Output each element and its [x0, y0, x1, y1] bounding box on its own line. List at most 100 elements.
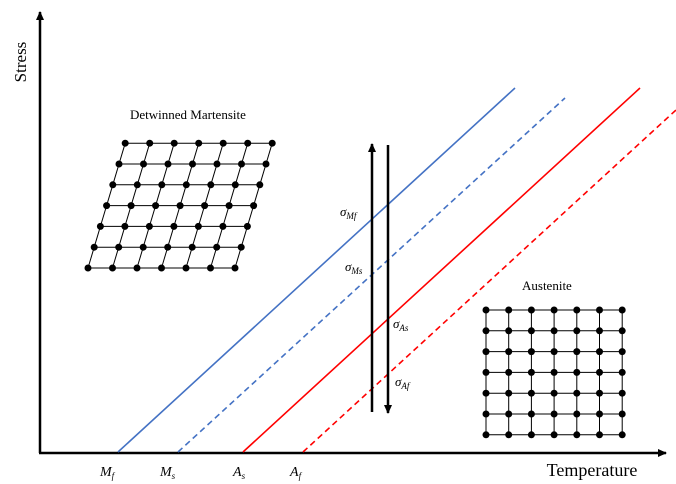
bond [136, 163, 144, 185]
atom [505, 389, 513, 397]
atom [158, 181, 166, 189]
symbol-label: σMf [340, 204, 358, 221]
atom [207, 181, 215, 189]
bond [241, 143, 249, 165]
atom [90, 243, 98, 251]
symbol-label: σAs [393, 316, 409, 333]
mf-line [117, 87, 516, 453]
atom [133, 264, 141, 272]
atom [195, 139, 203, 147]
atom [139, 243, 147, 251]
atom [170, 222, 178, 230]
symbol-label: Af [289, 465, 303, 481]
bond [228, 184, 236, 206]
bond [204, 184, 212, 206]
atom [573, 327, 581, 335]
atom [596, 368, 603, 376]
bond [265, 143, 273, 165]
subscript: s [242, 471, 246, 481]
atom [121, 139, 129, 147]
atom [262, 160, 270, 168]
atom [115, 160, 123, 168]
atom [618, 410, 626, 418]
bond [222, 205, 230, 227]
atom [250, 202, 258, 210]
atom [170, 139, 178, 147]
bond [191, 226, 199, 248]
atom [182, 264, 190, 272]
bond [155, 184, 163, 206]
symbol: M [99, 465, 113, 480]
atom [109, 264, 116, 272]
atom [527, 348, 535, 356]
atom [194, 222, 202, 230]
bond [118, 226, 126, 248]
atom [225, 202, 233, 210]
atom [201, 202, 209, 210]
atom [573, 410, 581, 418]
bond [240, 226, 248, 248]
atom [527, 306, 535, 314]
martensite-lattice [84, 139, 276, 272]
subscript: Mf [345, 211, 357, 221]
atom [550, 389, 558, 397]
bond [118, 143, 126, 165]
symbol: M [159, 465, 173, 480]
subscript: Af [400, 381, 410, 391]
atom [596, 431, 603, 439]
atom [219, 139, 227, 147]
atom [527, 389, 535, 397]
atom [133, 181, 141, 189]
subscript: s [172, 471, 176, 481]
atom [237, 243, 245, 251]
bond [179, 184, 187, 206]
atom [256, 181, 264, 189]
bond [106, 184, 114, 206]
bond [216, 143, 224, 165]
atom [231, 181, 239, 189]
atom [505, 410, 513, 418]
atom [127, 202, 135, 210]
martensite-label: Detwinned Martensite [130, 107, 246, 122]
bond [185, 163, 193, 185]
atom [596, 306, 603, 314]
atom [482, 431, 490, 439]
atom [573, 389, 581, 397]
atom [140, 160, 147, 168]
symbol: A [289, 465, 299, 480]
atom [596, 410, 603, 418]
af-line [302, 109, 676, 453]
atom [158, 264, 165, 272]
atom [573, 348, 581, 356]
atom [596, 327, 603, 335]
atom [146, 139, 154, 147]
bond [112, 247, 120, 269]
symbol: σ [340, 204, 347, 219]
subscript: Ms [350, 266, 362, 276]
atom [243, 222, 251, 230]
atom [231, 264, 239, 272]
x-axis-label: Temperature [547, 460, 638, 480]
subscript: f [299, 471, 303, 481]
bond [93, 226, 101, 248]
atom [164, 160, 172, 168]
bond [112, 163, 120, 185]
atom [505, 327, 513, 335]
symbol: A [232, 465, 242, 480]
atom [109, 181, 117, 189]
atom [219, 222, 227, 230]
atom [84, 264, 92, 272]
bond [124, 205, 132, 227]
atom [482, 410, 490, 418]
atom [213, 243, 221, 251]
bond [234, 247, 242, 269]
atom [505, 368, 513, 376]
bond [216, 226, 224, 248]
atom [176, 202, 184, 210]
atom [268, 139, 276, 147]
bond [136, 247, 144, 269]
bond [130, 184, 138, 206]
atom [618, 306, 626, 314]
